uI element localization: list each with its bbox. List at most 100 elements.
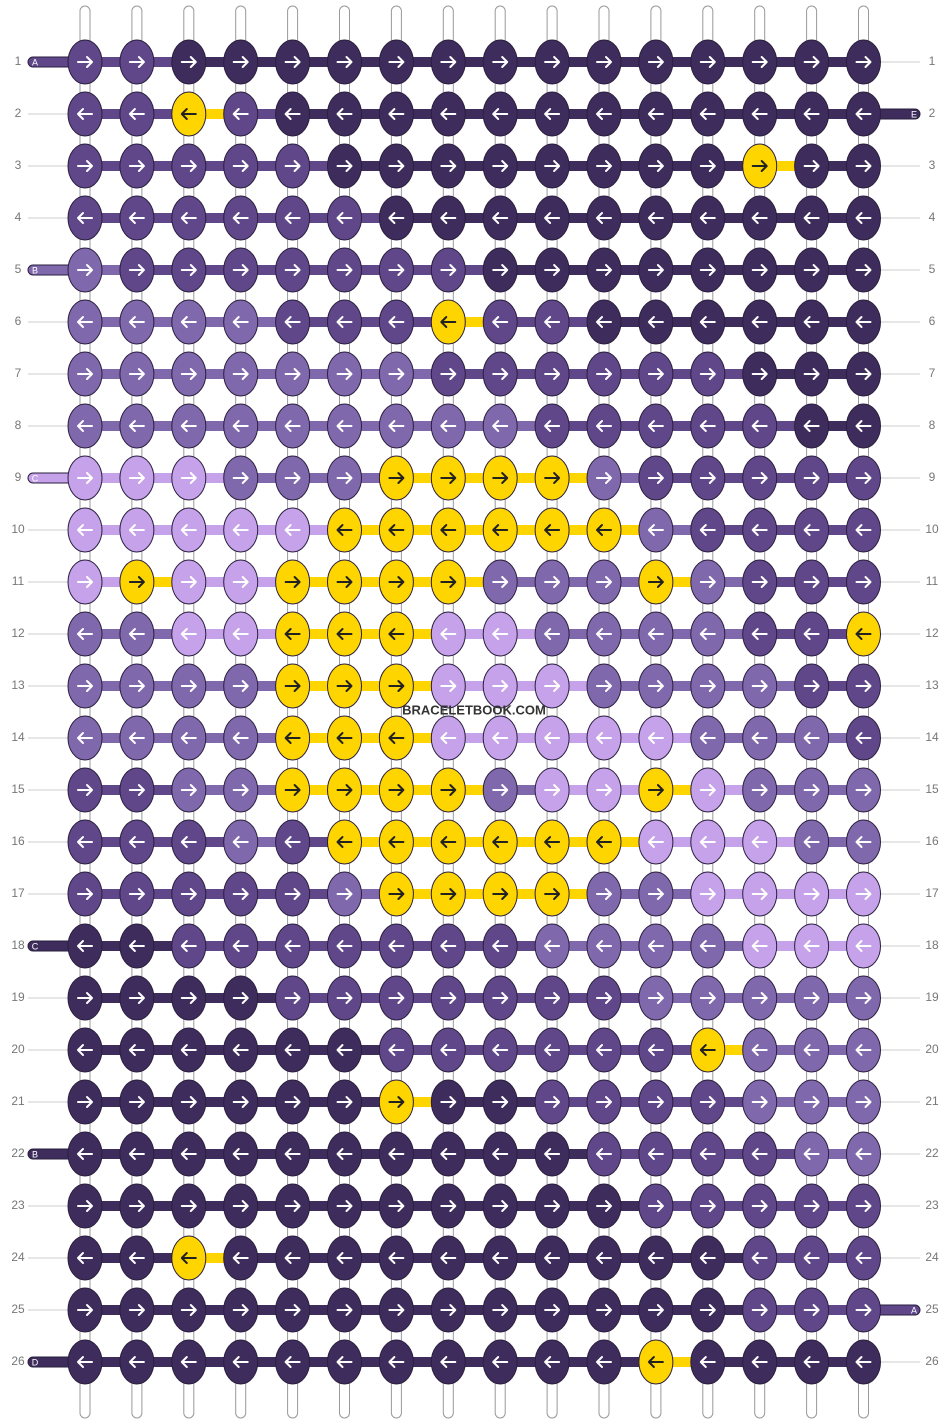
knot-arrow [492,316,509,328]
connector [396,785,449,795]
knot-arrow [803,784,820,796]
connector [448,265,501,275]
connector [188,733,241,743]
connector [604,1097,656,1107]
knot-arrow [128,56,145,68]
connector [85,525,137,535]
connector [136,161,189,171]
knot-arrow [128,940,145,952]
knot-arrow [855,940,872,952]
connector [552,317,604,327]
connector [811,941,864,951]
knot-arrow [492,680,509,692]
connector [344,1305,397,1315]
row-number: 5 [15,262,22,276]
knot-arrow [647,1200,664,1212]
knot-arrow [492,576,509,588]
connector [396,1149,449,1159]
connector [707,1253,760,1263]
connector [396,1201,449,1211]
knot-arrow [232,1096,249,1108]
knot-arrow [492,368,509,380]
connector [604,109,656,119]
knot-arrow [855,732,872,744]
connector [344,993,397,1003]
connector [396,577,449,587]
connector [240,629,293,639]
connector [655,1149,708,1159]
connector [136,525,189,535]
connector [344,473,397,483]
string-label: E [911,109,917,119]
knot-arrow [855,1252,872,1264]
row-number: 7 [929,366,936,380]
knot-arrow [596,888,612,900]
row-number: 4 [15,210,22,224]
knot-arrow [803,524,820,536]
connector [188,629,241,639]
knot-arrow [803,56,820,68]
knot-arrow [388,212,405,224]
connector [448,213,501,223]
connector [604,421,656,431]
knot-arrow [855,1356,872,1368]
connector [604,57,656,67]
knot-arrow [232,108,249,120]
connector [136,577,189,587]
knot-arrow [803,160,820,172]
knot-arrow [544,56,561,68]
connector [240,57,293,67]
knot-arrow [751,420,768,432]
knot-arrow [803,1200,820,1212]
string-label: C [32,941,39,951]
string-label: A [911,1305,917,1315]
connector [759,421,812,431]
connector [707,1045,760,1055]
connector [136,317,189,327]
connector [759,161,812,171]
row-number: 6 [929,314,936,328]
knot-arrow [596,420,612,432]
connector [344,837,397,847]
connector [655,837,708,847]
connector [811,577,864,587]
connector [552,785,604,795]
connector [240,837,293,847]
knot-arrow [232,576,249,588]
connector [448,109,501,119]
string-label: B [32,1149,38,1159]
connector [396,941,449,951]
knot-arrow [647,732,664,744]
connector [240,1253,293,1263]
connector [188,785,241,795]
knot-arrow [388,940,405,952]
knot-arrow [544,1148,561,1160]
connector [552,1253,604,1263]
knot-arrow [699,1252,716,1264]
connector [707,265,760,275]
knot-arrow [544,472,561,484]
knot-arrow [751,576,768,588]
knot-arrow [751,108,768,120]
connector [604,941,656,951]
knot-arrow [699,212,716,224]
connector [759,941,812,951]
row-number: 23 [11,1198,25,1212]
connector [759,109,812,119]
connector [292,265,345,275]
knot-arrow [596,472,612,484]
connector [500,993,553,1003]
connector [552,1305,604,1315]
connector [136,941,189,951]
connector [604,525,656,535]
knot-arrow [128,160,145,172]
knot-arrow [699,628,716,640]
knot-arrow [336,212,353,224]
connector [500,1253,553,1263]
knot-arrow [388,784,405,796]
connector [811,733,864,743]
row-number: 19 [11,990,25,1004]
connector [811,1097,864,1107]
knot-arrow [388,1356,405,1368]
